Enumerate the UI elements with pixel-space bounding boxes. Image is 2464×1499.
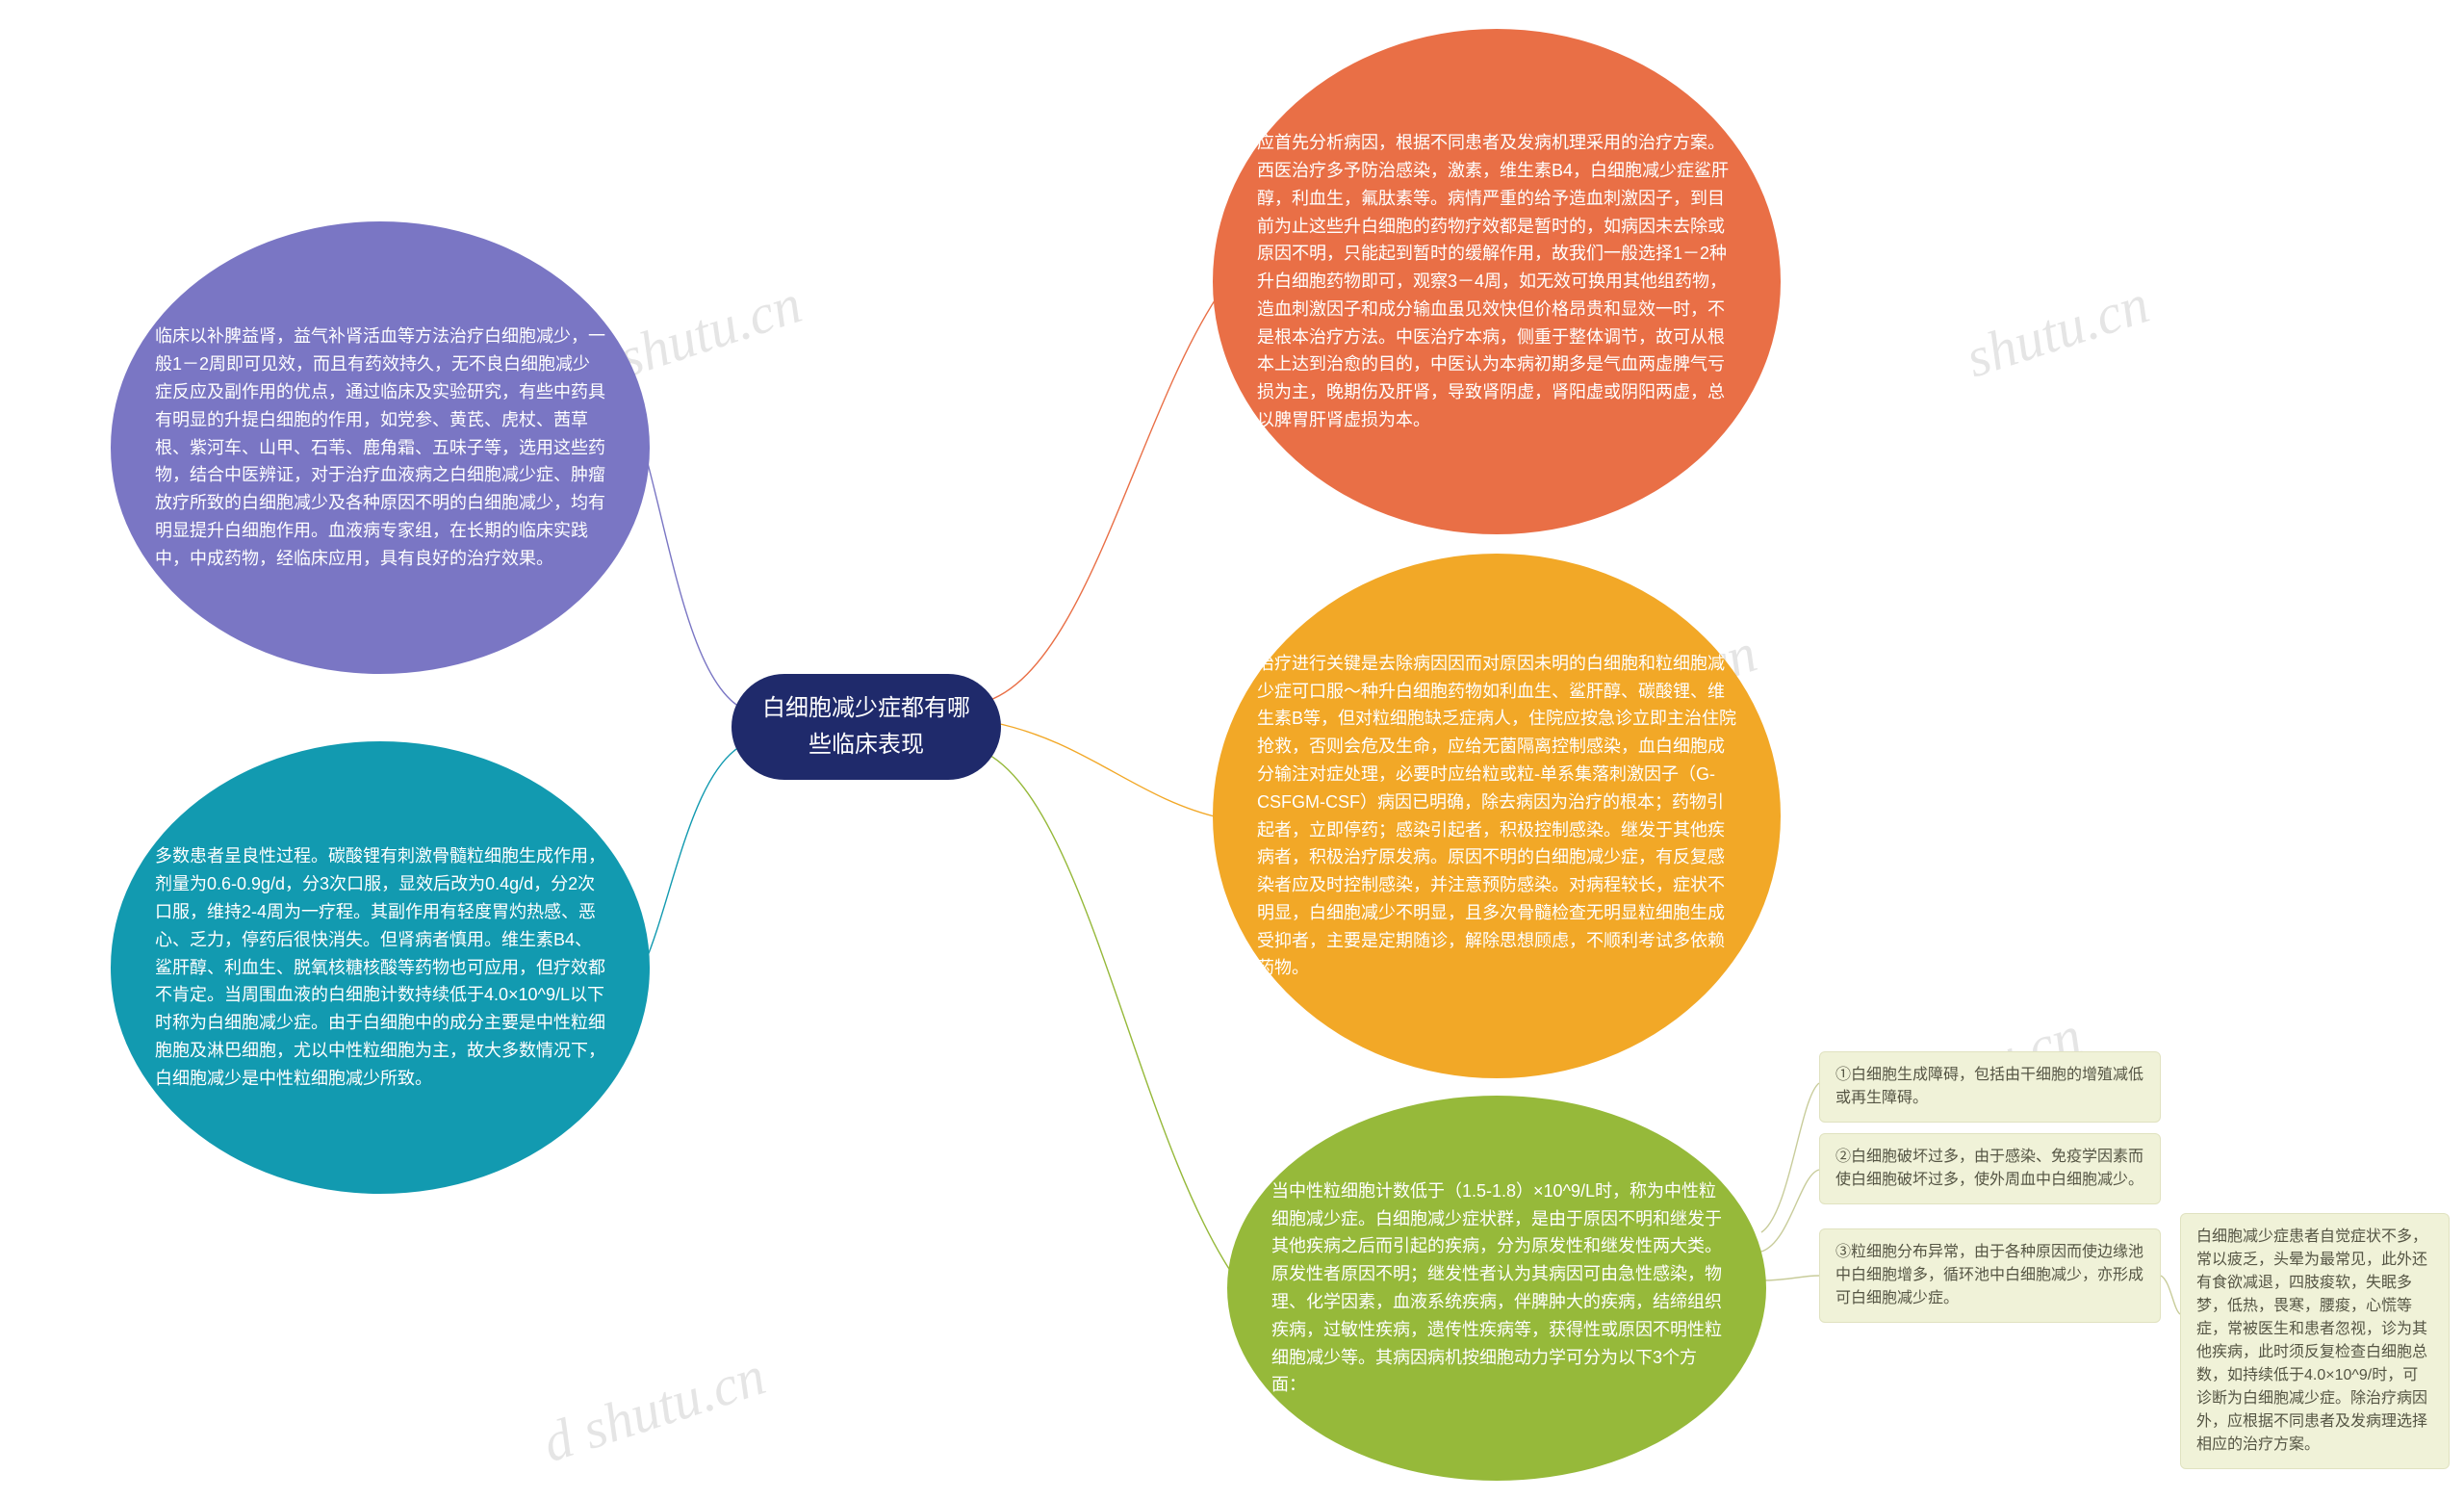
- center-node[interactable]: 白细胞减少症都有哪些临床表现: [732, 674, 1001, 780]
- branch-node-text: 应首先分析病因，根据不同患者及发病机理采用的治疗方案。西医治疗多予防治感染，激素…: [1257, 129, 1736, 434]
- sub-node-text: 白细胞减少症患者自觉症状不多，常以疲乏，头晕为最常见，此外还有食欲减退，四肢痠软…: [2196, 1228, 2427, 1453]
- watermark: d shutu.cn: [534, 1343, 772, 1475]
- sub-node-4[interactable]: 白细胞减少症患者自觉症状不多，常以疲乏，头晕为最常见，此外还有食欲减退，四肢痠软…: [2180, 1213, 2450, 1469]
- branch-node-text: 当中性粒细胞计数低于（1.5-1.8）×10^9/L时，称为中性粒细胞减少症。白…: [1271, 1177, 1722, 1399]
- branch-node-text: 多数患者呈良性过程。碳酸锂有刺激骨髓粒细胞生成作用，剂量为0.6-0.9g/d，…: [155, 842, 605, 1092]
- sub-node-1[interactable]: ①白细胞生成障碍，包括由干细胞的增殖减低或再生障碍。: [1819, 1051, 2161, 1123]
- branch-node-purple[interactable]: 临床以补脾益肾，益气补肾活血等方法治疗白细胞减少，一般1－2周即可见效，而且有药…: [111, 221, 650, 674]
- branch-node-green[interactable]: 当中性粒细胞计数低于（1.5-1.8）×10^9/L时，称为中性粒细胞减少症。白…: [1227, 1096, 1766, 1481]
- sub-node-2[interactable]: ②白细胞破坏过多，由于感染、免疫学因素而使白细胞破坏过多，使外周血中白细胞减少。: [1819, 1133, 2161, 1204]
- sub-node-text: ③粒细胞分布异常，由于各种原因而使边缘池中白细胞增多，循环池中白细胞减少，亦形成…: [1835, 1244, 2143, 1306]
- sub-node-3[interactable]: ③粒细胞分布异常，由于各种原因而使边缘池中白细胞增多，循环池中白细胞减少，亦形成…: [1819, 1228, 2161, 1323]
- watermark: shutu.cn: [610, 271, 808, 391]
- branch-node-yellow[interactable]: 治疗进行关键是去除病因因而对原因未明的白细胞和粒细胞减少症可口服～种升白细胞药物…: [1213, 554, 1781, 1078]
- branch-node-teal[interactable]: 多数患者呈良性过程。碳酸锂有刺激骨髓粒细胞生成作用，剂量为0.6-0.9g/d，…: [111, 741, 650, 1194]
- center-node-label: 白细胞减少症都有哪些临床表现: [762, 690, 970, 764]
- branch-node-orange[interactable]: 应首先分析病因，根据不同患者及发病机理采用的治疗方案。西医治疗多予防治感染，激素…: [1213, 29, 1781, 534]
- watermark: shutu.cn: [1958, 271, 2156, 391]
- branch-node-text: 临床以补脾益肾，益气补肾活血等方法治疗白细胞减少，一般1－2周即可见效，而且有药…: [155, 323, 605, 572]
- sub-node-text: ①白细胞生成障碍，包括由干细胞的增殖减低或再生障碍。: [1835, 1067, 2143, 1106]
- branch-node-text: 治疗进行关键是去除病因因而对原因未明的白细胞和粒细胞减少症可口服～种升白细胞药物…: [1257, 650, 1736, 983]
- sub-node-text: ②白细胞破坏过多，由于感染、免疫学因素而使白细胞破坏过多，使外周血中白细胞减少。: [1835, 1149, 2143, 1188]
